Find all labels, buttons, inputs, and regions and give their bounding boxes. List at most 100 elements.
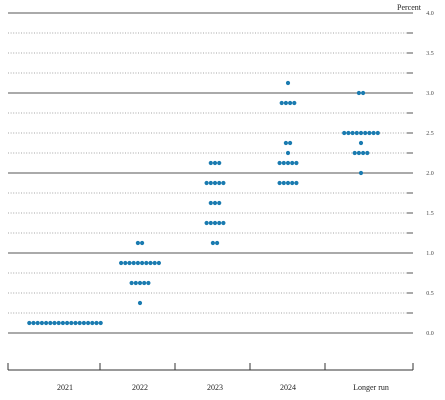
x-category-label: 2021 [57, 383, 73, 392]
data-dot [285, 150, 291, 156]
y-tick-label: 1.0 [426, 251, 434, 257]
data-dot [217, 180, 222, 186]
data-dot [294, 160, 299, 166]
data-dot [208, 180, 213, 186]
data-dot [90, 320, 95, 326]
data-dot [39, 320, 45, 326]
data-dot [208, 160, 213, 166]
data-dot [123, 260, 128, 266]
data-dot [148, 260, 153, 266]
data-dot [86, 320, 91, 326]
data-dot [217, 200, 222, 206]
data-dot [131, 260, 136, 266]
y-tick-label: 3.5 [426, 51, 434, 57]
data-dot [354, 130, 359, 136]
data-dot [290, 180, 295, 186]
data-dot [56, 320, 61, 326]
data-dot [283, 140, 288, 146]
data-dot [119, 260, 124, 266]
data-dot [35, 320, 40, 326]
data-dot [367, 130, 372, 136]
data-dot [356, 150, 361, 156]
data-dot [135, 240, 140, 246]
data-dot [356, 90, 361, 96]
data-dot [281, 160, 286, 166]
data-dot [288, 140, 293, 146]
data-dot [146, 280, 151, 286]
y-tick-label: 1.5 [426, 211, 434, 217]
data-dot [358, 170, 364, 176]
data-dot [77, 320, 82, 326]
data-dot [129, 280, 134, 286]
data-dot [65, 320, 70, 326]
data-dot [135, 260, 140, 266]
data-dot [44, 320, 49, 326]
dots [27, 80, 380, 326]
y-axis-unit-label: Percent [397, 3, 422, 12]
data-dot [361, 90, 366, 96]
data-dot [371, 130, 376, 136]
data-dot [208, 220, 213, 226]
data-dot [73, 320, 78, 326]
data-dot [358, 130, 364, 136]
data-dot [221, 180, 226, 186]
y-axis-tick-labels: 0.0 0.5 1.0 1.5 2.0 2.5 3.0 3.5 4.0 [426, 11, 434, 337]
data-dot [285, 180, 291, 186]
data-dot [31, 320, 36, 326]
y-tick-label: 2.5 [426, 131, 434, 137]
data-dot [142, 280, 147, 286]
x-category-label: Longer run [353, 383, 389, 392]
x-axis [7, 363, 414, 371]
data-dot [204, 220, 209, 226]
data-dot [363, 130, 368, 136]
data-dot [140, 240, 145, 246]
y-tick-label: 2.0 [426, 171, 434, 177]
data-dot [217, 160, 222, 166]
data-dot [204, 180, 209, 186]
gridlines [8, 12, 413, 334]
y-tick-label: 0.0 [426, 331, 434, 337]
data-dot [290, 160, 295, 166]
data-dot [98, 320, 103, 326]
data-dot [81, 320, 86, 326]
data-dot [277, 160, 282, 166]
data-dot [277, 180, 282, 186]
data-dot [52, 320, 57, 326]
data-dot [144, 260, 149, 266]
data-dot [217, 220, 222, 226]
data-dot [358, 140, 364, 146]
data-dot [212, 200, 218, 206]
data-dot [208, 200, 213, 206]
data-dot [156, 260, 161, 266]
data-dot [350, 130, 355, 136]
data-dot [140, 260, 145, 266]
data-dot [137, 280, 143, 286]
data-dot [127, 260, 132, 266]
data-dot [346, 130, 351, 136]
data-dot [292, 100, 297, 106]
data-dot [212, 220, 218, 226]
data-dot [281, 180, 286, 186]
data-dot [69, 320, 74, 326]
data-dot [48, 320, 53, 326]
data-dot [288, 100, 293, 106]
data-dot [212, 180, 218, 186]
x-axis-category-labels: 2021 2022 2023 2024 Longer run [57, 383, 389, 392]
data-dot [294, 180, 299, 186]
data-dot [152, 260, 157, 266]
data-dot [137, 300, 143, 306]
data-dot [210, 240, 215, 246]
x-category-label: 2022 [132, 383, 148, 392]
x-category-label: 2024 [280, 383, 296, 392]
y-tick-label: 4.0 [426, 11, 434, 17]
data-dot [361, 150, 366, 156]
data-dot [212, 160, 218, 166]
data-dot [285, 80, 291, 86]
data-dot [365, 150, 370, 156]
data-dot [60, 320, 65, 326]
data-dot [94, 320, 99, 326]
y-tick-label: 0.5 [426, 291, 434, 297]
data-dot [342, 130, 347, 136]
x-category-label: 2023 [207, 383, 223, 392]
